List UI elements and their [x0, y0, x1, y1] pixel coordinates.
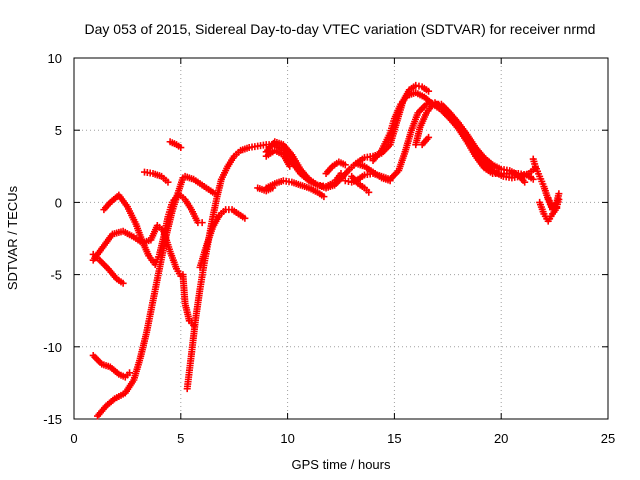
- y-tick-label: 10: [48, 51, 62, 66]
- x-axis-tick-labels: 0 5 10 15 20 25: [70, 431, 615, 446]
- series-arc-4: [140, 168, 172, 186]
- data-point-marker: [177, 144, 185, 152]
- series-arc-25: [544, 190, 563, 212]
- chart-title: Day 053 of 2015, Sidereal Day-to-day VTE…: [85, 21, 596, 37]
- series-arc-5: [166, 138, 185, 152]
- x-axis-label: GPS time / hours: [292, 457, 391, 472]
- series-arc-2: [89, 250, 127, 287]
- data-point-marker: [241, 214, 249, 222]
- x-tick-label: 20: [494, 431, 508, 446]
- plot-frame: [73, 57, 609, 420]
- data-point-marker: [425, 133, 433, 141]
- y-axis-label: SDTVAR / TECUs: [5, 185, 20, 290]
- series-arc-15: [262, 177, 328, 201]
- data-point-marker: [521, 178, 529, 186]
- x-tick-label: 5: [177, 431, 184, 446]
- series-arc-12: [262, 146, 294, 170]
- data-point-marker: [286, 162, 294, 170]
- data-point-marker: [341, 161, 349, 169]
- series-arc-16: [322, 158, 349, 178]
- data-point-marker: [529, 175, 537, 183]
- y-tick-label: -10: [43, 340, 62, 355]
- data-point-marker: [198, 219, 206, 227]
- series-arc-13: [262, 138, 345, 191]
- x-tick-label: 15: [387, 431, 401, 446]
- y-tick-label: -5: [50, 268, 62, 283]
- data-point-marker: [555, 190, 563, 198]
- data-point-marker: [164, 178, 172, 186]
- series-arc-6: [181, 172, 219, 198]
- series-arc-9: [179, 271, 198, 329]
- series-arc-7: [89, 351, 134, 381]
- axis-ticks: [73, 57, 609, 420]
- data-point-marker: [365, 188, 373, 196]
- data-points: [89, 81, 563, 420]
- x-tick-label: 10: [280, 431, 294, 446]
- data-point-marker: [337, 170, 345, 178]
- x-tick-label: 0: [70, 431, 77, 446]
- data-point-marker: [320, 193, 328, 201]
- data-point-marker: [119, 279, 127, 287]
- series-arc-21: [412, 100, 529, 186]
- series-arc-22: [418, 133, 433, 149]
- data-point-marker: [425, 87, 433, 95]
- x-tick-label: 25: [601, 431, 615, 446]
- y-axis-tick-labels: -15 -10 -5 0 5 10: [43, 51, 62, 427]
- series-arc-8: [93, 174, 187, 420]
- y-tick-label: 5: [55, 123, 62, 138]
- data-point-marker: [179, 174, 187, 182]
- series-arc-19: [348, 172, 373, 196]
- series-arc-11: [196, 206, 249, 271]
- data-point-marker: [126, 369, 134, 377]
- y-tick-label: -15: [43, 412, 62, 427]
- y-tick-label: 0: [55, 195, 62, 210]
